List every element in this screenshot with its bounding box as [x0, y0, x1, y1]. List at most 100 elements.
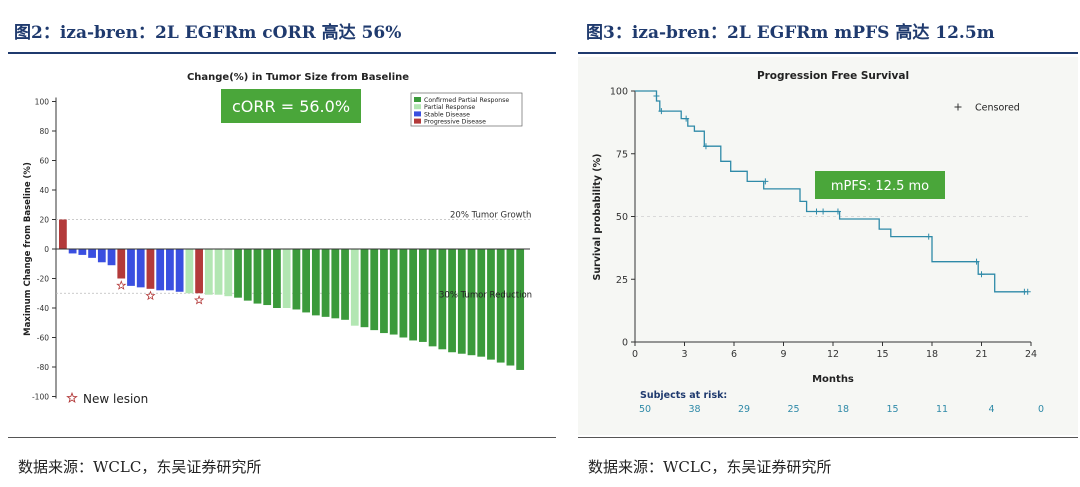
left-figure-title: 图2：iza-bren：2L EGFRm cORR 高达 56% [14, 23, 402, 43]
waterfall-bar [127, 249, 135, 286]
left-source-text: 数据来源：WCLC，东吴证券研究所 [18, 458, 262, 476]
y-tick-label: 100 [35, 98, 50, 107]
right-source-rule [578, 437, 1078, 438]
waterfall-bar [496, 249, 505, 363]
waterfall-bar [448, 249, 456, 353]
waterfall-bar [107, 249, 116, 266]
risk-table-count: 15 [886, 404, 898, 415]
censor-mark [820, 208, 827, 215]
censor-mark [702, 143, 709, 150]
pfs-panel-background [578, 57, 1078, 435]
waterfall-bar [185, 249, 194, 294]
y-tick-label: -40 [37, 304, 49, 313]
waterfall-bar [166, 249, 174, 291]
waterfall-bar [341, 249, 349, 320]
waterfall-bar [78, 249, 87, 255]
legend-box [410, 92, 523, 127]
new-lesion-key-star [66, 391, 78, 403]
waterfall-bar [302, 249, 311, 313]
y-tick-label: 50 [616, 212, 628, 223]
x-tick-label: 6 [731, 349, 737, 360]
censor-mark [653, 93, 660, 100]
waterfall-bar [156, 249, 165, 291]
y-tick-label: 25 [616, 275, 628, 286]
corr-box-label: cORR = 56.0% [232, 97, 350, 116]
y-tick-label: 20 [39, 216, 49, 225]
waterfall-bar [487, 249, 495, 360]
waterfall-chart: Change(%) in Tumor Size from Baseline 100… [23, 72, 532, 406]
waterfall-bar [438, 249, 447, 350]
waterfall-bar [68, 249, 77, 254]
waterfall-bar [282, 249, 291, 308]
waterfall-bar [224, 249, 233, 297]
legend-label: Stable Disease [424, 111, 470, 118]
chart-title: Change(%) in Tumor Size from Baseline [187, 72, 409, 83]
legend-swatch [414, 118, 421, 124]
reduction-line-label: 30% Tumor Reduction [439, 290, 532, 300]
x-tick-label: 0 [632, 349, 638, 360]
waterfall-bar [477, 249, 486, 357]
legend-swatch [414, 104, 421, 110]
right-figure-title: 图3：iza-bren：2L EGFRm mPFS 高达 12.5m [586, 23, 995, 43]
waterfall-bar [350, 249, 359, 326]
waterfall-bar [59, 219, 67, 249]
new-lesion-star [145, 290, 156, 301]
censor-mark [658, 108, 665, 115]
censor-mark [973, 258, 980, 265]
waterfall-bar [175, 249, 184, 292]
waterfall-bar [273, 249, 281, 308]
waterfall-bar [214, 249, 223, 295]
risk-table-count: 18 [837, 404, 849, 415]
waterfall-bar [204, 249, 213, 295]
growth-line-label: 20% Tumor Growth [450, 211, 531, 221]
waterfall-bar [311, 249, 320, 316]
x-tick-label: 3 [681, 349, 687, 360]
risk-table-count: 0 [1038, 404, 1044, 415]
risk-table-count: 38 [688, 404, 700, 415]
waterfall-bar [370, 249, 379, 331]
waterfall-bar [457, 249, 466, 354]
risk-table-count: 29 [738, 404, 750, 415]
left-source-rule [8, 437, 556, 438]
waterfall-bar [136, 249, 145, 288]
waterfall-bar [146, 249, 155, 289]
mpfs-box-label: mPFS: 12.5 mo [831, 179, 929, 194]
y-tick-label: 80 [39, 127, 49, 136]
pfs-chart: Progression Free Survival 0 25 50 75 100 0 3 6 9 1… [578, 57, 1078, 435]
waterfall-bar [360, 249, 369, 328]
x-tick-label: 24 [1025, 349, 1037, 360]
legend-censor-mark [954, 103, 962, 111]
y-axis-title: Survival probability (%) [592, 154, 603, 281]
x-tick-label: 18 [926, 349, 938, 360]
risk-table-count: 50 [639, 404, 651, 415]
x-axis-title: Months [812, 374, 854, 385]
y-tick-label: 0 [44, 245, 49, 254]
legend-censor-label: Censored [975, 103, 1020, 114]
y-tick-label: 75 [616, 149, 628, 160]
waterfall-bar [263, 249, 272, 306]
y-axis-title: Maximum Change from Baseline (%) [23, 162, 33, 336]
new-lesion-star [116, 280, 127, 290]
y-tick-label: -100 [32, 393, 49, 402]
legend-label: Progressive Disease [424, 119, 486, 126]
y-tick-label: 100 [610, 87, 628, 98]
x-tick-label: 12 [827, 349, 839, 360]
censor-mark [762, 178, 769, 185]
censor-mark [925, 233, 932, 240]
censor-mark [683, 115, 690, 122]
censor-mark [813, 208, 820, 215]
y-tick-label: 60 [39, 157, 49, 166]
y-tick-label: 0 [622, 338, 628, 349]
risk-table-label: Subjects at risk: [640, 390, 727, 401]
risk-table-count: 11 [936, 404, 948, 415]
new-lesion-star [194, 294, 205, 305]
waterfall-bar [195, 249, 203, 294]
y-tick-label: -20 [37, 275, 49, 284]
censor-mark [1024, 288, 1031, 295]
waterfall-bar [253, 249, 262, 304]
corr-box [221, 89, 361, 123]
waterfall-bar [380, 249, 388, 334]
waterfall-bar [97, 249, 106, 263]
waterfall-bar [331, 249, 340, 319]
x-tick-label: 21 [975, 349, 987, 360]
